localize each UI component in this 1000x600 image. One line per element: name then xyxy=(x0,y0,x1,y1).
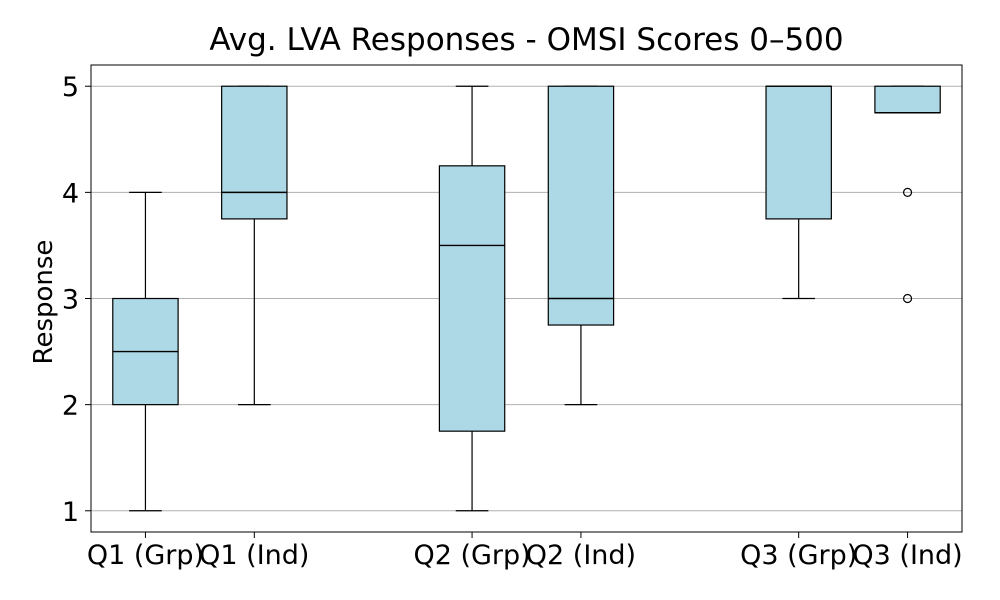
x-tick-label: Q1 (Ind) xyxy=(199,540,309,571)
x-tick-label: Q3 (Ind) xyxy=(852,540,962,571)
outlier-point xyxy=(902,187,913,197)
outlier-point xyxy=(902,293,913,304)
box-q1-ind xyxy=(221,85,288,406)
axis-layer: 1 2 3 4 5 Q1 (Grp)Q1 (Ind) Q2 (Grp)Q2 (Ind) Q3 … xyxy=(62,72,963,571)
box-layer xyxy=(112,85,941,512)
box-q2-ind xyxy=(547,85,615,406)
box-body xyxy=(874,85,941,114)
box-body xyxy=(765,85,832,220)
x-tick-label: Q2 (Grp) xyxy=(413,540,530,571)
x-tick-label: Q2 (Ind) xyxy=(526,540,636,571)
box-q2-grp xyxy=(438,85,506,512)
y-axis-label: Response xyxy=(29,239,59,365)
y-tick-label: 3 xyxy=(62,285,79,316)
y-tick-label: 2 xyxy=(62,391,79,422)
y-tick-label: 4 xyxy=(62,178,79,209)
chart-title: Avg. LVA Responses - OMSI Scores 0–500 xyxy=(209,22,844,58)
box-q1-grp xyxy=(112,191,179,512)
y-tick-label: 1 xyxy=(62,497,79,528)
box-q3-grp xyxy=(765,85,832,300)
y-tick-label: 5 xyxy=(62,72,79,103)
x-tick-label: Q1 (Grp) xyxy=(87,540,204,571)
x-tick-label: Q3 (Grp) xyxy=(740,540,857,571)
box-body xyxy=(438,165,506,432)
box-body xyxy=(221,85,288,220)
box-q3-ind xyxy=(874,85,941,304)
box-body xyxy=(547,85,615,326)
